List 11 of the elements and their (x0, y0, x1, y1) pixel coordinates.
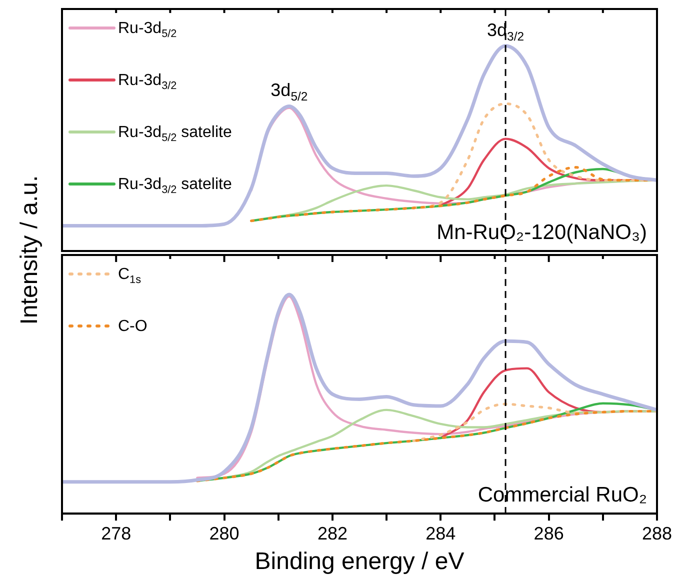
x-axis-title: Binding energy / eV (254, 548, 464, 576)
x-tick-label: 286 (534, 523, 564, 544)
y-axis-title: Intensity / a.u. (16, 175, 44, 325)
x-tick-label: 278 (101, 523, 132, 544)
x-tick-label: 282 (317, 523, 348, 544)
x-tick-label: 284 (426, 523, 456, 544)
annotation: Commercial RuO₂ (478, 484, 648, 507)
annotation: Mn-RuO₂-120(NaNO₃) (436, 221, 648, 244)
legend-label: C-O (118, 318, 148, 335)
x-tick-label: 280 (209, 523, 240, 544)
x-tick-label: 288 (642, 523, 672, 544)
